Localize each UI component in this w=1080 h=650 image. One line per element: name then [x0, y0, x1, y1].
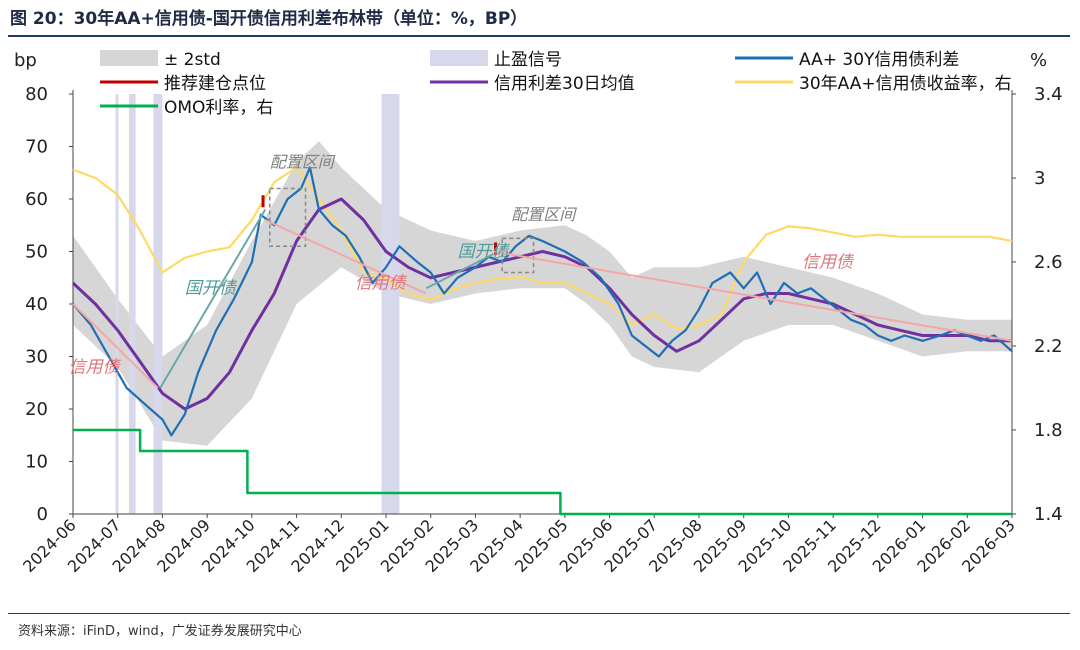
legend-label-5: 30年AA+信用债收益率，右 — [799, 74, 1012, 94]
left-tick-label: 80 — [25, 84, 48, 105]
left-tick-label: 20 — [25, 399, 48, 420]
trend-label-0: 信用债 — [69, 357, 122, 377]
trend-label-3: 国开债 — [458, 242, 511, 262]
trend-arrow-3 — [425, 253, 494, 290]
left-tick-label: 70 — [25, 137, 48, 158]
left-tick-label: 10 — [25, 452, 48, 473]
trend-arrow-2 — [264, 219, 427, 295]
signal-bar-3 — [381, 94, 400, 514]
legend-label-1: 止盈信号 — [494, 50, 562, 70]
left-tick-label: 60 — [25, 189, 48, 210]
spread-line — [72, 166, 1013, 437]
legend-label-3: 推荐建仓点位 — [164, 74, 266, 94]
left-tick-label: 50 — [25, 242, 48, 263]
top-rule — [8, 35, 1070, 37]
bottom-rule — [8, 613, 1070, 614]
std-band-layer — [73, 141, 1012, 446]
left-tick-label: 40 — [25, 294, 48, 315]
signal-bar-2 — [153, 94, 163, 514]
legend-label-6: OMO利率，右 — [164, 98, 273, 118]
legend-label-0: ± 2std — [164, 50, 221, 70]
legend-swatch-0 — [100, 50, 158, 66]
trend-label-1: 国开债 — [185, 279, 238, 299]
source-note: 资料来源：iFinD，wind，广发证券发展研究中心 — [18, 624, 302, 639]
right-tick-label: 1.4 — [1034, 504, 1063, 525]
trend-arrow-0 — [72, 303, 159, 389]
left-axis-unit: bp — [14, 50, 37, 71]
yield-line — [72, 166, 1013, 331]
trend-label-4: 信用债 — [802, 252, 855, 272]
legend-label-2: AA+ 30Y信用债利差 — [799, 50, 959, 70]
allocation-label-0: 配置区间 — [270, 153, 336, 172]
right-axis-unit: % — [1030, 50, 1047, 71]
signal-bar-0 — [115, 94, 119, 514]
allocation-label-1: 配置区间 — [511, 205, 577, 224]
signal-bar-1 — [128, 94, 136, 514]
stop-profit-signal-layer — [115, 94, 400, 514]
right-tick-label: 3 — [1034, 168, 1045, 189]
trend-arrow-1 — [159, 208, 267, 389]
left-tick-label: 0 — [37, 504, 48, 525]
right-tick-label: 1.8 — [1034, 420, 1063, 441]
right-tick-label: 2.2 — [1034, 336, 1063, 357]
right-tick-label: 2.6 — [1034, 252, 1063, 273]
right-tick-label: 3.4 — [1034, 84, 1063, 105]
omo-line — [73, 428, 1012, 516]
trend-arrow-4 — [493, 250, 1013, 342]
figure-title: 图 20：30年AA+信用债-国开债信用利差布林带（单位：%，BP） — [10, 9, 528, 29]
trend-label-2: 信用债 — [355, 273, 408, 293]
allocation-box-0 — [268, 187, 307, 247]
legend-swatch-1 — [430, 50, 488, 66]
std-band-area — [73, 141, 1012, 446]
allocation-box-1 — [501, 237, 535, 274]
legend-label-4: 信用利差30日均值 — [494, 74, 635, 94]
left-tick-label: 30 — [25, 347, 48, 368]
